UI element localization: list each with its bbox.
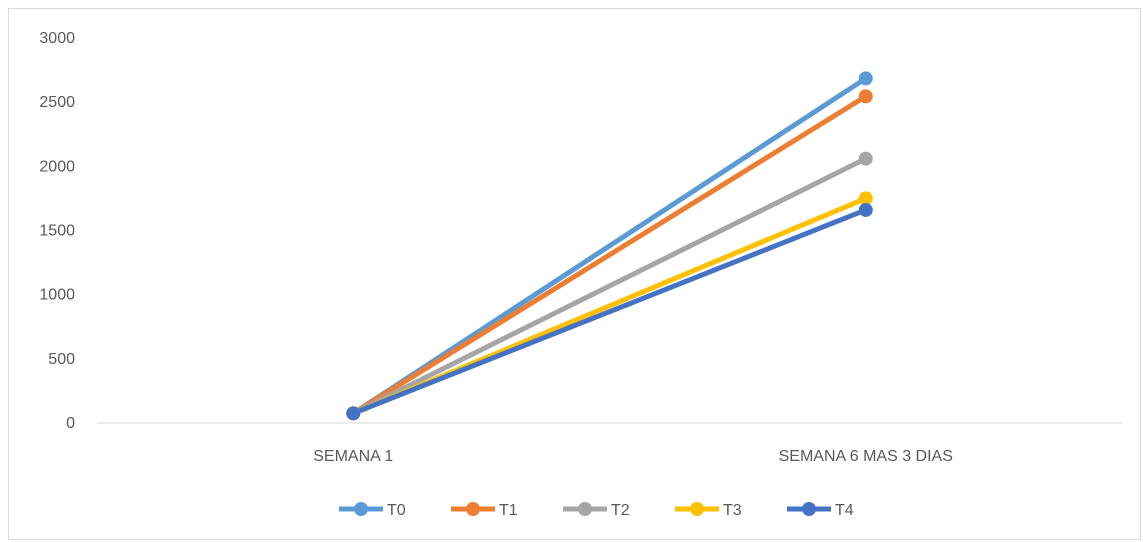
legend-item-t2[interactable]: T2 <box>563 502 630 519</box>
series-lines <box>350 75 869 416</box>
x-tick-label-1: SEMANA 1 <box>313 448 393 465</box>
y-tick-label-3000: 3000 <box>39 30 75 47</box>
legend-label-t2: T2 <box>611 502 630 519</box>
data-point-t3-2[interactable] <box>858 191 873 206</box>
legend: T0 T1 T2 T3 T4 <box>339 502 854 519</box>
legend-item-t4[interactable]: T4 <box>787 502 854 519</box>
data-point-t4-2[interactable] <box>858 202 873 217</box>
chart-area: 0 500 1000 1500 2000 2500 3000 SEMANA 1 SEMANA … <box>8 8 1141 540</box>
legend-item-t0[interactable]: T0 <box>339 502 406 519</box>
y-tick-label-500: 500 <box>48 351 75 368</box>
y-tick-label-1500: 1500 <box>39 223 75 240</box>
x-axis-tick-labels: SEMANA 1 SEMANA 6 MAS 3 DIAS <box>313 448 953 465</box>
y-axis-tick-labels: 0 500 1000 1500 2000 2500 3000 <box>39 30 75 432</box>
data-point-t4-1[interactable] <box>346 406 361 421</box>
legend-label-t1: T1 <box>499 502 518 519</box>
legend-item-t1[interactable]: T1 <box>451 502 518 519</box>
legend-marker-t2 <box>578 502 592 516</box>
legend-label-t3: T3 <box>723 502 742 519</box>
series-points <box>346 71 873 421</box>
y-tick-label-2500: 2500 <box>39 94 75 111</box>
y-tick-label-0: 0 <box>66 415 75 432</box>
series-line-t4 <box>350 207 869 416</box>
series-line-t1 <box>350 93 869 416</box>
data-point-t2-2[interactable] <box>858 151 873 166</box>
series-line-t2 <box>350 156 869 416</box>
legend-marker-t3 <box>690 502 704 516</box>
x-tick-label-2: SEMANA 6 MAS 3 DIAS <box>779 448 953 465</box>
legend-marker-t4 <box>802 502 816 516</box>
legend-label-t0: T0 <box>387 502 406 519</box>
legend-marker-t1 <box>466 502 480 516</box>
data-point-t0-2[interactable] <box>858 71 873 86</box>
data-point-t1-2[interactable] <box>858 89 873 104</box>
series-line-t0 <box>350 75 869 416</box>
y-tick-label-1000: 1000 <box>39 287 75 304</box>
y-tick-label-2000: 2000 <box>39 158 75 175</box>
legend-label-t4: T4 <box>835 502 854 519</box>
legend-marker-t0 <box>354 502 368 516</box>
legend-item-t3[interactable]: T3 <box>675 502 742 519</box>
